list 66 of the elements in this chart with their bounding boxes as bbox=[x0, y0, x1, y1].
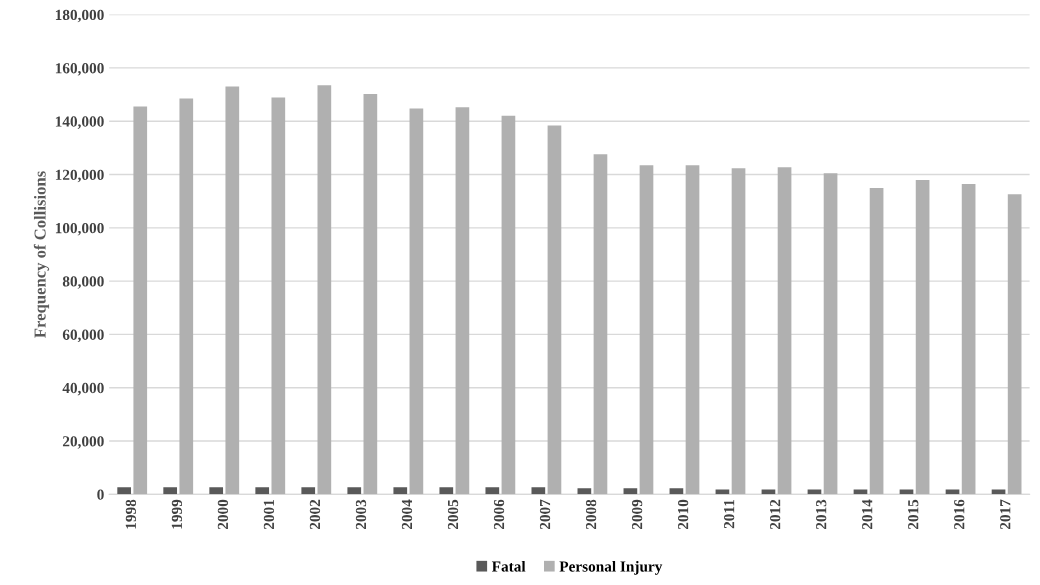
x-tick-label: 2008 bbox=[585, 499, 597, 530]
bar bbox=[639, 165, 654, 495]
bar bbox=[731, 168, 746, 495]
x-tick-label: 2004 bbox=[401, 499, 413, 530]
bar bbox=[393, 487, 408, 495]
y-tick-label: 0 bbox=[97, 489, 104, 500]
x-tick-label: 2006 bbox=[493, 499, 505, 530]
bar bbox=[225, 86, 240, 495]
x-tick-label: 2007 bbox=[539, 499, 551, 530]
x-tick-label: 2014 bbox=[862, 499, 873, 530]
y-tick-label: 20,000 bbox=[62, 436, 104, 449]
y-tick-label: 140,000 bbox=[55, 116, 104, 129]
bar bbox=[271, 97, 286, 495]
bar bbox=[531, 487, 546, 495]
bar bbox=[685, 165, 700, 495]
bar bbox=[255, 487, 270, 495]
y-tick-label: 100,000 bbox=[55, 222, 104, 236]
x-tick-label: 2003 bbox=[355, 499, 367, 530]
y-tick-label: 40,000 bbox=[62, 382, 104, 396]
bar bbox=[363, 94, 378, 495]
x-tick-label: 2017 bbox=[1000, 499, 1011, 530]
y-tick-label: 60,000 bbox=[62, 329, 104, 343]
bar bbox=[133, 106, 148, 495]
y-tick-label: 160,000 bbox=[55, 63, 104, 76]
bar bbox=[485, 487, 500, 495]
x-tick-label: 2002 bbox=[309, 499, 321, 530]
bar bbox=[179, 98, 194, 495]
x-tick-label: 2001 bbox=[263, 499, 275, 530]
bar bbox=[455, 107, 470, 495]
bar bbox=[1007, 194, 1022, 495]
bar bbox=[777, 167, 792, 495]
legend-label: Personal Injury bbox=[559, 560, 663, 575]
y-tick-label: 80,000 bbox=[62, 276, 104, 289]
bar bbox=[501, 115, 516, 495]
bar bbox=[301, 487, 316, 495]
bar bbox=[869, 188, 884, 495]
x-tick-label: 2016 bbox=[954, 499, 965, 530]
bar bbox=[117, 487, 131, 495]
bar bbox=[961, 184, 976, 495]
x-tick-label: 2000 bbox=[217, 499, 229, 530]
x-tick-label: 2013 bbox=[816, 499, 827, 530]
x-tick-label: 2010 bbox=[677, 499, 689, 530]
legend-label: Fatal bbox=[491, 560, 526, 572]
bar bbox=[317, 85, 332, 495]
bar bbox=[823, 173, 838, 495]
y-tick-label: 120,000 bbox=[55, 169, 104, 183]
bar bbox=[593, 154, 608, 495]
y-tick-label: 180,000 bbox=[55, 9, 104, 23]
bar bbox=[547, 125, 562, 495]
x-tick-label: 2009 bbox=[631, 499, 643, 530]
bar bbox=[623, 488, 638, 495]
bar bbox=[439, 487, 454, 495]
x-tick-label: 2012 bbox=[770, 499, 781, 530]
bar bbox=[409, 108, 424, 495]
bar bbox=[347, 487, 362, 495]
x-tick-label: 1999 bbox=[171, 499, 183, 529]
bar bbox=[577, 488, 592, 495]
bar bbox=[669, 488, 684, 495]
x-tick-label: 1998 bbox=[125, 499, 137, 529]
bar bbox=[163, 487, 178, 495]
x-tick-label: 2015 bbox=[908, 499, 919, 530]
bar bbox=[915, 180, 930, 495]
x-tick-label: 2005 bbox=[447, 499, 459, 530]
bar bbox=[209, 487, 224, 495]
x-tick-label: 2011 bbox=[723, 499, 735, 529]
y-axis-title: Frequency of Collisions bbox=[33, 171, 50, 338]
